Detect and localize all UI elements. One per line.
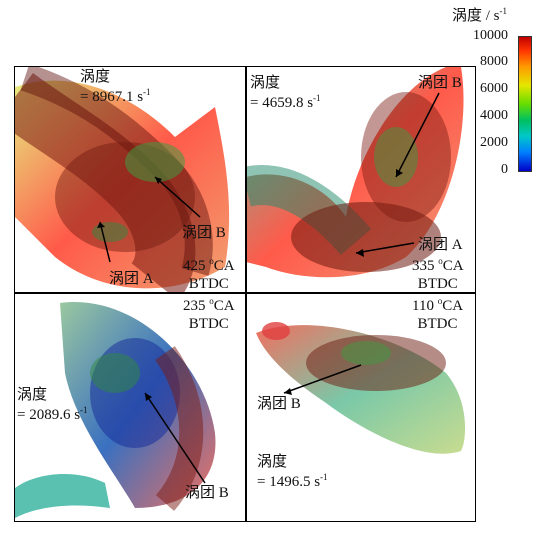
vortex-b-label: 涡团 B bbox=[257, 396, 301, 412]
angle-value: 335 bbox=[412, 258, 439, 274]
crank-angle-label: 425 oCA BTDC bbox=[183, 256, 235, 293]
legend-title: 涡度 / s-1 bbox=[452, 4, 507, 25]
vorticity-number: = 4659.8 s bbox=[250, 95, 314, 111]
colorbar bbox=[518, 36, 532, 172]
vortex-a-label: 涡团 A bbox=[109, 271, 154, 287]
colorbar-tick: 2000 bbox=[480, 135, 508, 150]
vorticity-value: = 4659.8 s-1 bbox=[250, 93, 321, 112]
grid-divider-vertical bbox=[245, 66, 247, 522]
angle-unit: CA bbox=[442, 258, 464, 274]
vorticity-value: = 1496.5 s-1 bbox=[257, 472, 328, 491]
angle-sup: o bbox=[209, 256, 214, 266]
panel-335: 涡度 = 4659.8 s-1 涡团 B 涡团 A 335 oCA BTDC bbox=[246, 67, 475, 292]
vorticity-label: 涡度 bbox=[80, 69, 111, 85]
angle-ref: BTDC bbox=[417, 316, 458, 332]
vorticity-number: = 1496.5 s bbox=[257, 474, 321, 490]
unit-sup: -1 bbox=[143, 87, 151, 97]
vorticity-label: 涡度 bbox=[257, 454, 288, 470]
vortex-b-label: 涡团 B bbox=[185, 485, 229, 501]
vorticity-value: = 8967.1 s-1 bbox=[80, 87, 151, 106]
crank-angle-label: 235 oCA BTDC bbox=[183, 297, 235, 333]
vorticity-label: 涡度 bbox=[250, 75, 281, 91]
vortex-a-label: 涡团 A bbox=[418, 237, 463, 253]
angle-unit: CA bbox=[213, 298, 235, 314]
angle-ref: BTDC bbox=[417, 276, 458, 292]
angle-value: 425 bbox=[183, 258, 210, 274]
colorbar-tick: 0 bbox=[501, 162, 508, 177]
panel-110: 110 oCA BTDC 涡团 B 涡度 = 1496.5 s-1 bbox=[246, 293, 475, 521]
angle-value: 110 bbox=[412, 298, 438, 314]
colorbar-tick: 8000 bbox=[480, 54, 508, 69]
vortex-b-label: 涡团 B bbox=[182, 225, 226, 241]
angle-sup: o bbox=[437, 296, 443, 306]
flow-render-425 bbox=[15, 67, 230, 292]
angle-ref: BTDC bbox=[188, 316, 229, 332]
angle-sup: o bbox=[438, 256, 443, 266]
vorticity-number: = 8967.1 s bbox=[80, 89, 144, 105]
vortex-b-label: 涡团 B bbox=[418, 75, 462, 91]
crank-angle-label: 110 oCA BTDC bbox=[412, 297, 463, 333]
grid-divider-horizontal bbox=[14, 292, 476, 294]
legend-title-sup: -1 bbox=[499, 6, 508, 16]
angle-sup: o bbox=[209, 296, 214, 306]
colorbar-tick: 6000 bbox=[480, 81, 508, 96]
angle-unit: CA bbox=[213, 258, 235, 274]
unit-sup: -1 bbox=[313, 93, 321, 103]
unit-sup: -1 bbox=[320, 472, 328, 482]
crank-angle-label: 335 oCA BTDC bbox=[412, 256, 464, 293]
vorticity-value: = 2089.6 s-1 bbox=[17, 405, 88, 424]
angle-ref: BTDC bbox=[188, 276, 229, 292]
legend-title-text: 涡度 / s bbox=[452, 8, 500, 24]
colorbar-tick: 4000 bbox=[480, 108, 508, 123]
panel-235: 235 oCA BTDC 涡度 = 2089.6 s-1 涡团 B bbox=[15, 293, 245, 521]
angle-value: 235 bbox=[183, 298, 210, 314]
angle-unit: CA bbox=[442, 298, 464, 314]
unit-sup: -1 bbox=[80, 405, 88, 415]
vorticity-label: 涡度 bbox=[17, 387, 48, 403]
colorbar-tick: 10000 bbox=[473, 28, 508, 43]
vorticity-number: = 2089.6 s bbox=[17, 407, 81, 423]
